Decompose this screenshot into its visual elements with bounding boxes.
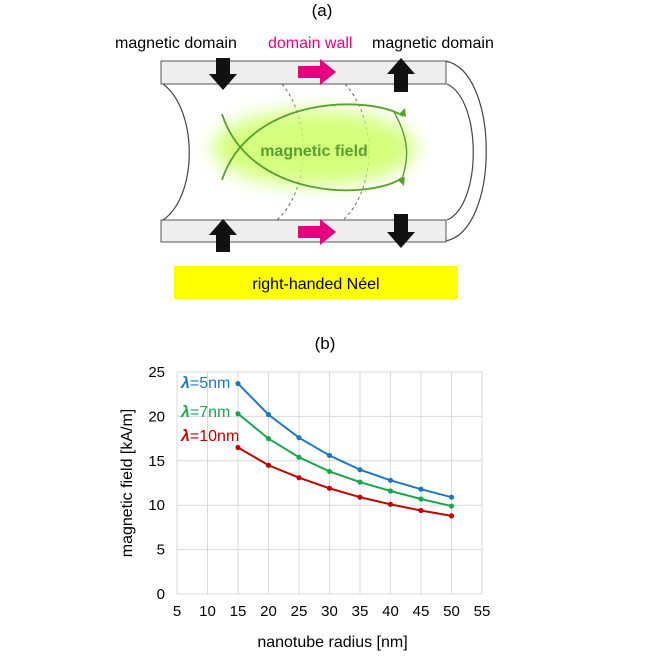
- data-point: [357, 467, 363, 473]
- data-point: [387, 488, 394, 494]
- domain-wall-label: domain wall: [268, 35, 352, 52]
- x-tick-label: 5: [173, 603, 181, 620]
- field-line-lower: [221, 113, 403, 192]
- x-axis-label: nanotube radius [nm]: [257, 634, 407, 651]
- data-point: [357, 479, 363, 485]
- x-tick-label: 50: [443, 603, 460, 620]
- left-domain-label: magnetic domain: [115, 35, 237, 52]
- x-tick-label: 25: [291, 603, 308, 620]
- right-arrow-icon: [298, 219, 336, 245]
- y-tick-label: 20: [148, 408, 165, 425]
- x-tick-label: 20: [260, 603, 277, 620]
- up-arrow-icon: [387, 58, 415, 92]
- data-point: [326, 452, 333, 459]
- data-point: [235, 380, 241, 387]
- data-point: [448, 494, 455, 500]
- data-point: [418, 507, 424, 514]
- series-label: λ=10nm: [180, 428, 239, 445]
- magnetic-field-label: magnetic field: [260, 143, 368, 160]
- field-arrowhead-top-icon: [399, 108, 406, 117]
- series-label: λ=5nm: [180, 375, 230, 392]
- data-point: [448, 513, 455, 519]
- x-tick-label: 55: [474, 603, 491, 620]
- data-point: [265, 462, 272, 468]
- chirality-banner: [174, 266, 458, 299]
- data-point: [387, 477, 394, 483]
- data-point: [296, 454, 302, 460]
- data-point: [265, 436, 272, 442]
- panel-a-label: (a): [312, 1, 333, 20]
- y-tick-label: 15: [148, 453, 165, 470]
- data-point: [357, 494, 363, 500]
- y-axis-label: magnetic field [kA/m]: [119, 409, 136, 558]
- x-tick-label: 10: [199, 603, 216, 620]
- right-arrow-icon: [298, 59, 336, 85]
- tube-left-curve: [162, 83, 190, 221]
- x-tick-label: 30: [321, 603, 338, 620]
- up-arrow-icon: [209, 219, 237, 252]
- down-arrow-icon: [387, 214, 415, 248]
- series-line: [237, 382, 452, 499]
- data-point: [448, 503, 455, 509]
- field-line-right: [393, 111, 408, 183]
- series-line: [237, 446, 452, 517]
- chirality-banner-label: right-handed Néel: [252, 276, 379, 293]
- x-tick-label: 15: [230, 603, 247, 620]
- data-point: [296, 475, 302, 481]
- nanotube-diagram: magnetic field: [160, 58, 487, 252]
- tube-right-inner-rim: [446, 83, 474, 221]
- data-point: [418, 486, 424, 492]
- panel-b-label: (b): [315, 334, 336, 353]
- field-arrowhead-bottom-icon: [398, 177, 405, 186]
- series-label: λ=7nm: [180, 404, 230, 421]
- field-line-upper: [221, 103, 404, 181]
- data-point: [387, 501, 394, 507]
- y-tick-label: 10: [148, 497, 165, 514]
- y-tick-label: 25: [148, 364, 165, 381]
- x-tick-label: 35: [352, 603, 369, 620]
- y-tick-label: 5: [157, 542, 165, 559]
- series-line: [237, 412, 452, 508]
- down-arrow-icon: [209, 58, 237, 90]
- data-point: [235, 411, 241, 417]
- data-point: [326, 468, 333, 475]
- tube-right-rim: [444, 60, 487, 242]
- data-point: [326, 485, 333, 491]
- radius-field-chart: 5 10 15 20 25 30 35 40 45 50 550510152025nanotube …: [119, 364, 490, 651]
- data-point: [235, 444, 241, 451]
- domain-wall-dashed-right: [342, 83, 370, 221]
- x-tick-label: 45: [413, 603, 430, 620]
- data-point: [296, 435, 302, 441]
- y-tick-label: 0: [157, 586, 165, 603]
- data-point: [265, 412, 272, 418]
- data-point: [418, 496, 424, 502]
- right-domain-label: magnetic domain: [372, 35, 494, 52]
- x-tick-label: 40: [382, 603, 399, 620]
